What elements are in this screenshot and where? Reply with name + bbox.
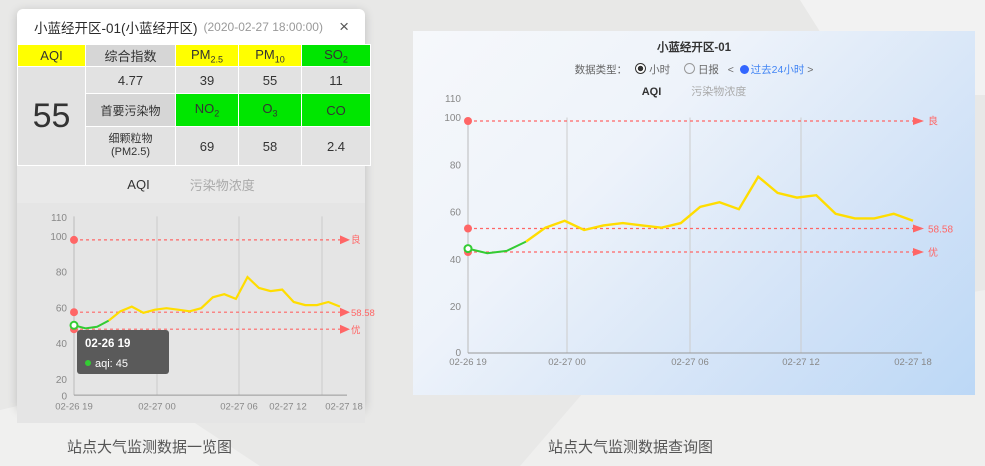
svg-text:110: 110	[51, 213, 67, 224]
svg-text:100: 100	[50, 232, 67, 243]
svg-text:02-26 19: 02-26 19	[85, 338, 130, 350]
svg-text:02-27 18: 02-27 18	[894, 357, 932, 368]
svg-text:40: 40	[56, 339, 68, 350]
svg-text:110: 110	[445, 94, 461, 105]
svg-text:80: 80	[56, 268, 68, 279]
svg-text:02-26 19: 02-26 19	[449, 357, 487, 368]
svg-text:20: 20	[450, 302, 462, 313]
svg-text:40: 40	[450, 255, 462, 266]
svg-text:20: 20	[56, 375, 68, 386]
svg-text:80: 80	[450, 161, 462, 172]
svg-text:60: 60	[450, 208, 462, 219]
svg-text:60: 60	[56, 303, 68, 314]
svg-text:良: 良	[351, 234, 361, 246]
svg-text:100: 100	[444, 113, 461, 124]
svg-text:02-27 18: 02-27 18	[325, 402, 363, 413]
svg-text:02-27 00: 02-27 00	[138, 402, 176, 413]
svg-text:02-27 00: 02-27 00	[548, 357, 586, 368]
svg-text:02-27 06: 02-27 06	[220, 402, 258, 413]
svg-text:aqi: 45: aqi: 45	[95, 358, 128, 370]
svg-text:02-27 06: 02-27 06	[671, 357, 709, 368]
svg-text:优: 优	[351, 325, 361, 337]
svg-text:优: 优	[928, 246, 938, 259]
svg-text:良: 良	[928, 115, 938, 128]
svg-text:02-26 19: 02-26 19	[55, 402, 93, 413]
svg-text:02-27 12: 02-27 12	[782, 357, 820, 368]
svg-text:58.58: 58.58	[928, 225, 953, 236]
svg-text:02-27 12: 02-27 12	[269, 402, 307, 413]
svg-text:58.58: 58.58	[351, 308, 375, 319]
